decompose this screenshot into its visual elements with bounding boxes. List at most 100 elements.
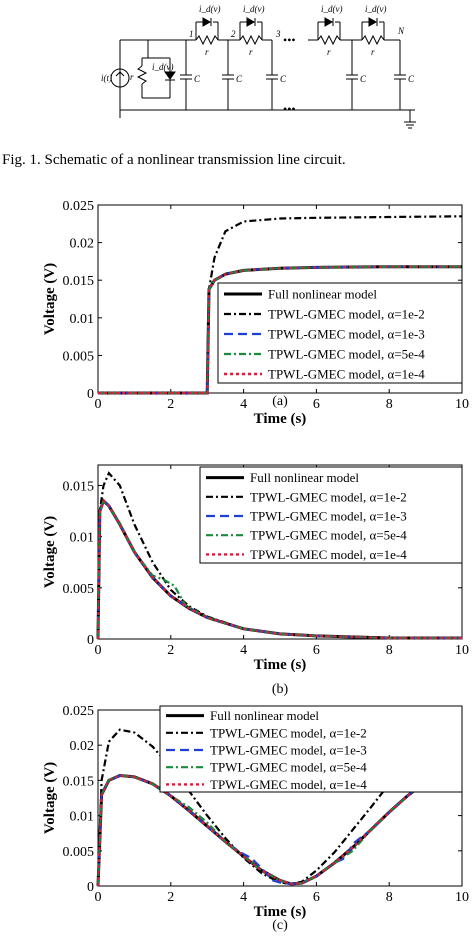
voltage-chart-b: 0 2 4 6 8 10 0 0.005 0.01 0.015 Time (s) Voltage (V…: [42, 464, 469, 697]
diode-label-1: i_d(v): [199, 4, 221, 14]
ladder-section-n-1: [308, 17, 358, 110]
capacitor-label-4: C: [360, 74, 367, 84]
series-line-4: [96, 766, 463, 887]
ellipsis-dots-top: •••: [283, 33, 296, 47]
x-tick-label: 10: [455, 890, 469, 905]
node-label-2: 2: [231, 29, 236, 39]
x-tick-label: 6: [313, 397, 320, 412]
legend-label-1: Full nonlinear model: [210, 708, 319, 723]
voltage-chart-a: 0 2 4 6 8 10 0 0.005 0.01 0.015 0.02 0.025 Time (s) V…: [42, 199, 469, 427]
x-axis-label: Time (s): [254, 657, 307, 673]
source-label: i(t): [101, 73, 112, 83]
y-tick-label: 0.015: [63, 774, 95, 789]
plot-panel-b: 0 2 4 6 8 10 0 0.005 0.01 0.015 Time (s) Voltage (V…: [0, 455, 474, 705]
resistor-label-1: r: [205, 47, 209, 57]
node-label-n: N: [397, 26, 405, 36]
x-tick-label: 4: [240, 397, 247, 412]
legend-box: [159, 705, 463, 793]
legend-box: [199, 466, 463, 564]
y-axis-label: Voltage (V): [42, 263, 58, 335]
legend-label-2: TPWL-GMEC model, α=1e-2: [268, 307, 425, 322]
plot-panel-c: 0 2 4 6 8 10 0 0.005 0.01 0.015 0.02 0.025 Time (s) V…: [0, 700, 474, 937]
x-tick-label: 4: [240, 643, 247, 658]
y-tick-label: 0: [87, 387, 94, 402]
y-axis-label: Voltage (V): [42, 516, 58, 588]
y-tick-label: 0.025: [63, 704, 95, 719]
legend-label-2: TPWL-GMEC model, α=1e-2: [210, 725, 367, 740]
diode-label-shunt: i_d(v): [152, 62, 174, 72]
capacitor-label-3: C: [280, 74, 287, 84]
node-label-1: 1: [189, 29, 194, 39]
legend-label-3: TPWL-GMEC model, α=1e-3: [250, 509, 407, 524]
y-tick-label: 0.015: [63, 479, 95, 494]
figure-caption: Fig. 1. Schematic of a nonlinear transmi…: [2, 152, 346, 168]
legend-label-3: TPWL-GMEC model, α=1e-3: [268, 327, 425, 342]
x-tick-label: 8: [386, 643, 393, 658]
subfigure-label: (b): [272, 682, 289, 697]
legend-label-4: TPWL-GMEC model, α=5e-4: [268, 347, 425, 362]
capacitor-label-2: C: [236, 74, 243, 84]
series-line-4: [98, 265, 462, 395]
subfigure-label: (a): [272, 394, 288, 409]
ladder-section-n: [352, 17, 406, 110]
y-axis-label: Voltage (V): [42, 762, 58, 834]
x-tick-label: 6: [313, 890, 320, 905]
legend-label-4: TPWL-GMEC model, α=5e-4: [210, 760, 367, 775]
legend: Full nonlinear model TPWL-GMEC model, α=1…: [159, 705, 463, 793]
y-tick-label: 0.005: [63, 582, 95, 597]
resistor-label-shunt: r: [130, 72, 134, 82]
diode-label-2: i_d(v): [243, 4, 265, 14]
x-tick-label: 10: [455, 643, 469, 658]
x-tick-label: 0: [95, 397, 102, 412]
legend-label-5: TPWL-GMEC model, α=1e-4: [210, 777, 367, 792]
x-tick-label: 8: [386, 890, 393, 905]
circuit-schematic: i(t) i_d(v) i_d(v) i_d(v) i_d(v) i_d(v) …: [101, 4, 416, 129]
subfigure-label: (c): [272, 918, 288, 933]
legend-label-3: TPWL-GMEC model, α=1e-3: [210, 743, 367, 758]
x-axis-label: Time (s): [254, 904, 307, 920]
y-tick-label: 0.01: [70, 810, 95, 825]
legend: Full nonlinear model TPWL-GMEC model, α=1…: [217, 282, 463, 384]
y-tick-label: 0.015: [63, 274, 95, 289]
y-tick-label: 0.02: [70, 739, 95, 754]
voltage-chart-c: 0 2 4 6 8 10 0 0.005 0.01 0.015 0.02 0.025 Time (s) V…: [42, 704, 469, 933]
y-tick-label: 0.02: [70, 237, 95, 252]
resistor-label-2: r: [249, 47, 253, 57]
resistor-label-4: r: [371, 47, 375, 57]
legend-label-4: TPWL-GMEC model, α=5e-4: [250, 528, 407, 543]
x-tick-label: 10: [455, 397, 469, 412]
x-tick-label: 0: [95, 890, 102, 905]
plot-panel-a: 0 2 4 6 8 10 0 0.005 0.01 0.015 0.02 0.025 Time (s) V…: [0, 195, 474, 475]
legend-label-5: TPWL-GMEC model, α=1e-4: [250, 547, 407, 562]
legend-label-2: TPWL-GMEC model, α=1e-2: [250, 489, 407, 504]
ellipsis-dots-bottom: •••: [283, 102, 296, 116]
node-label-3: 3: [275, 29, 281, 39]
x-tick-label: 4: [240, 890, 247, 905]
y-tick-label: 0.01: [70, 531, 95, 546]
ladder-section-1: [186, 17, 234, 110]
y-tick-label: 0.01: [70, 312, 95, 327]
resistor-label-3: r: [327, 47, 331, 57]
x-tick-label: 6: [313, 643, 320, 658]
x-tick-label: 8: [386, 397, 393, 412]
legend-label-5: TPWL-GMEC model, α=1e-4: [268, 367, 425, 382]
ladder-section-2: [228, 17, 278, 110]
x-tick-label: 2: [167, 643, 174, 658]
capacitor-label-1: C: [194, 74, 201, 84]
diode-label-4: i_d(v): [365, 4, 387, 14]
x-tick-label: 2: [167, 397, 174, 412]
series-line-5: [96, 498, 462, 640]
x-axis-label: Time (s): [254, 411, 307, 427]
y-tick-label: 0: [87, 880, 94, 895]
x-tick-label: 0: [95, 643, 102, 658]
legend-label-1: Full nonlinear model: [268, 287, 377, 302]
capacitor-label-5: C: [408, 74, 415, 84]
y-tick-label: 0.005: [63, 845, 95, 860]
y-tick-label: 0: [87, 633, 94, 648]
legend: Full nonlinear model TPWL-GMEC model, α=1…: [199, 466, 463, 564]
y-tick-label: 0.025: [63, 199, 95, 214]
legend-label-1: Full nonlinear model: [250, 470, 359, 485]
x-tick-label: 2: [167, 890, 174, 905]
y-tick-label: 0.005: [63, 349, 95, 364]
diode-label-3: i_d(v): [321, 4, 343, 14]
